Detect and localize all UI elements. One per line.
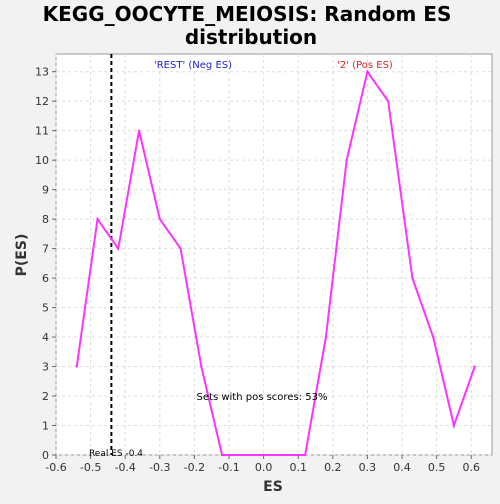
x-tick-label: -0.5: [80, 461, 101, 474]
x-tick-label: 0.4: [393, 461, 411, 474]
data-point: [117, 247, 120, 250]
y-tick-label: 7: [42, 243, 49, 256]
y-tick-label: 5: [42, 302, 49, 315]
x-tick-label: -0.4: [114, 461, 135, 474]
data-point: [158, 217, 162, 221]
data-point: [220, 453, 224, 457]
plot-area: [55, 53, 493, 456]
data-point: [452, 424, 456, 427]
chart-title-line-2: distribution: [185, 25, 317, 49]
x-tick-label: 0.1: [289, 461, 307, 474]
data-point: [75, 365, 78, 368]
series-line: [75, 69, 476, 456]
chart-title-line-1: KEGG_OOCYTE_MEIOSIS: Random ES: [43, 2, 452, 26]
data-point: [473, 365, 476, 368]
y-tick-label: 11: [35, 125, 49, 138]
axis-ticks: -0.6 -0.5 -0.4 -0.3 -0.2 -0.1 0.0 0.1 0.2 0.3 0.4 0…: [35, 66, 480, 474]
y-tick-label: 8: [42, 213, 49, 226]
data-point: [283, 453, 286, 457]
neg-es-label: 'REST' (Neg ES): [154, 60, 232, 71]
data-point: [386, 99, 390, 103]
data-point: [200, 365, 203, 368]
y-tick-label: 0: [42, 449, 49, 462]
y-tick-label: 10: [35, 154, 49, 167]
x-tick-label: -0.2: [184, 461, 205, 474]
data-point: [96, 217, 99, 221]
x-tick-label: 0.6: [462, 461, 480, 474]
y-tick-label: 13: [35, 66, 49, 79]
x-axis-label: ES: [263, 479, 283, 495]
x-tick-label: 0.3: [359, 461, 377, 474]
y-tick-label: 12: [35, 95, 49, 108]
data-point: [431, 335, 435, 339]
x-tick-label: -0.6: [45, 461, 66, 474]
data-point: [345, 158, 348, 162]
pos-scores-label: Sets with pos scores: 53%: [197, 392, 328, 403]
data-point: [411, 276, 414, 280]
data-point: [179, 247, 182, 250]
x-tick-label: 0.2: [324, 461, 342, 474]
x-tick-label: 0.5: [428, 461, 446, 474]
y-tick-label: 4: [42, 331, 49, 344]
y-tick-label: 1: [42, 420, 49, 433]
x-tick-label: -0.1: [218, 461, 239, 474]
real-es-label: Real ES -0.4: [89, 449, 143, 459]
pos-es-label: '2' (Pos ES): [337, 60, 393, 71]
data-point: [366, 70, 369, 73]
y-axis-label: P(ES): [14, 234, 30, 277]
y-tick-label: 3: [42, 361, 49, 374]
y-tick-label: 2: [42, 390, 49, 403]
data-point: [324, 335, 328, 339]
data-point: [241, 453, 245, 457]
x-tick-label: 0.0: [255, 461, 273, 474]
y-tick-label: 6: [42, 272, 49, 285]
x-tick-label: -0.3: [149, 461, 170, 474]
data-point: [137, 129, 141, 132]
data-point: [303, 453, 307, 457]
y-tick-label: 9: [42, 184, 49, 197]
